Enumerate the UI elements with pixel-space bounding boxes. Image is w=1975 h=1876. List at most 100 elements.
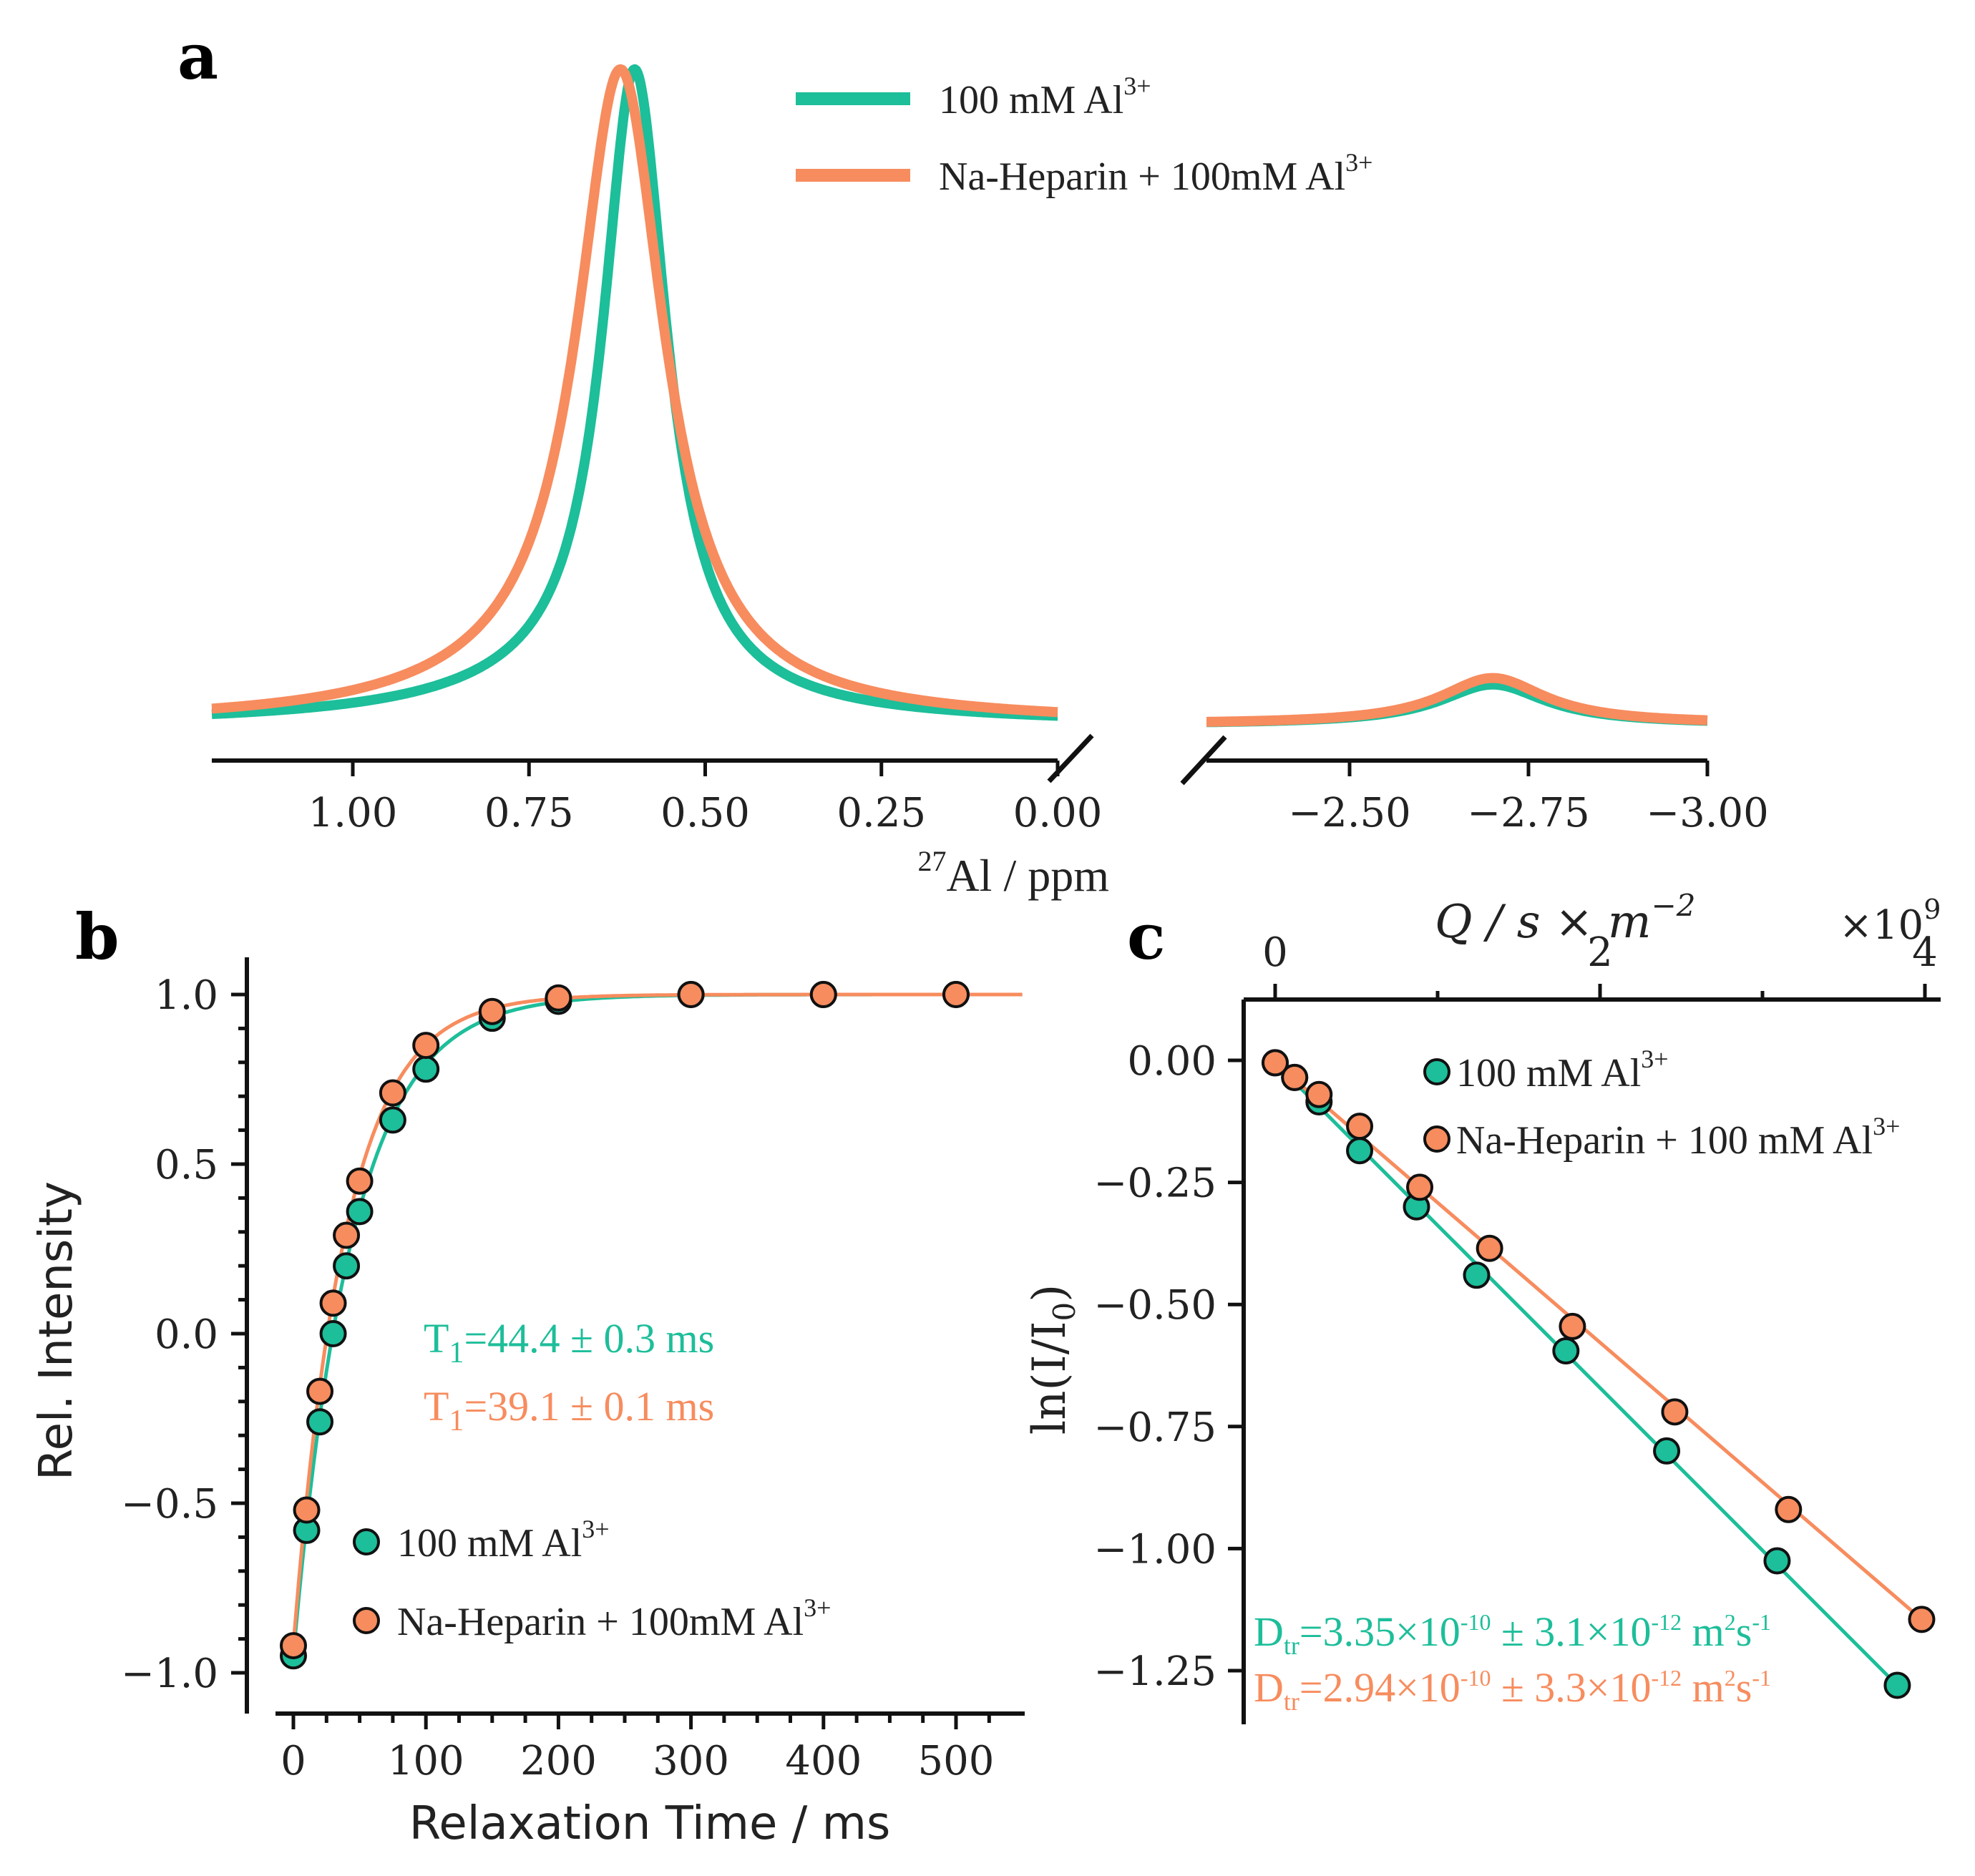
data-point xyxy=(346,1167,374,1195)
x-tick-label: 300 xyxy=(653,1738,729,1784)
panel-b-data-points xyxy=(280,981,970,1670)
legend-label-1: 100 mM Al3+ xyxy=(939,72,1151,122)
data-point xyxy=(1476,1234,1503,1262)
data-point xyxy=(1661,1398,1689,1426)
data-point xyxy=(1305,1080,1333,1108)
data-point xyxy=(379,1079,406,1107)
panel-b-fit-curves xyxy=(291,992,1023,1656)
data-point xyxy=(545,984,572,1012)
x-tick-label: 4 xyxy=(1912,929,1938,976)
y-tick-label: −0.50 xyxy=(1093,1282,1216,1329)
panel-a-letter: a xyxy=(177,19,218,94)
panel-b-y-label: Rel. Intensity xyxy=(30,1181,83,1480)
x-tick-label: 0.00 xyxy=(1013,790,1103,836)
data-point xyxy=(293,1496,321,1524)
data-point xyxy=(306,1408,334,1436)
x-tick-label: 0 xyxy=(1262,929,1288,976)
data-point xyxy=(809,981,837,1008)
x-tick-label: −3.00 xyxy=(1646,790,1769,836)
panel-a-legend: 100 mM Al3+ Na-Heparin + 100mM Al3+ xyxy=(796,72,1372,199)
data-point xyxy=(412,1055,440,1083)
data-point xyxy=(1406,1173,1434,1201)
y-tick-label: −0.75 xyxy=(1093,1404,1216,1451)
y-tick-label: −1.0 xyxy=(121,1651,218,1697)
panel-c-ticks: 0 2 4 0.00 −0.25 −0.50 −0.75 −1.00 −1.25 xyxy=(1093,929,1937,1695)
fit-curve xyxy=(291,992,1023,1646)
y-tick-label: 0.00 xyxy=(1127,1038,1216,1085)
panel-a-x-ticks: 1.00 0.75 0.50 0.25 0.00 −2.50 −2.75 −3.00 xyxy=(308,761,1769,836)
x-tick-label: 1.00 xyxy=(308,790,398,836)
data-point xyxy=(1346,1113,1374,1140)
x-tick-label: −2.50 xyxy=(1288,790,1411,836)
data-point xyxy=(942,981,970,1008)
data-point xyxy=(412,1032,440,1060)
y-tick-label: −1.25 xyxy=(1093,1648,1216,1695)
x-tick-label: 0.75 xyxy=(484,790,574,836)
y-tick-label: −0.25 xyxy=(1093,1161,1216,1207)
panel-b-letter: b xyxy=(75,899,120,974)
data-point xyxy=(319,1289,347,1317)
legend-marker-teal xyxy=(1423,1058,1450,1085)
legend-label-2: Na-Heparin + 100mM Al3+ xyxy=(939,148,1372,199)
data-point xyxy=(379,1106,406,1134)
data-point xyxy=(333,1221,361,1249)
x-tick-label: 500 xyxy=(918,1738,995,1784)
y-tick-label: −0.5 xyxy=(121,1481,218,1528)
panel-a-x-label: 27Al / ppm xyxy=(917,845,1109,901)
t1-annotation-orange: T1=39.1 ± 0.1 ms xyxy=(424,1383,714,1437)
panel-a: a 100 mM Al3+ Na-Heparin + 100mM Al3+ 1.… xyxy=(177,19,1769,901)
panel-c-x-label: Q / s × m−2 xyxy=(1435,888,1695,949)
y-tick-label: 0.0 xyxy=(155,1311,218,1358)
x-tick-label: 0 xyxy=(281,1738,306,1784)
legend-label-2: Na-Heparin + 100 mM Al3+ xyxy=(1456,1112,1900,1163)
data-point xyxy=(1908,1606,1936,1633)
x-tick-label: 0.25 xyxy=(837,790,926,836)
d-annotation-orange: Dtr=2.94×10-10 ± 3.3×10-12 m2s-1 xyxy=(1254,1664,1771,1716)
panel-c: c 0 2 4 0.00 −0.25 −0.50 −0.75 −1.00 −1.25 Q / s… xyxy=(1023,888,1941,1724)
spectrum-line-left xyxy=(208,64,1061,721)
data-point xyxy=(319,1320,347,1347)
data-point xyxy=(1281,1063,1309,1091)
legend-marker-orange xyxy=(353,1607,380,1634)
data-point xyxy=(1463,1261,1491,1289)
y-tick-label: 1.0 xyxy=(155,972,218,1019)
x-tick-label: 100 xyxy=(388,1738,464,1784)
axis-break-mark-right xyxy=(1180,735,1227,786)
panel-c-y-label: ln(I/I0) xyxy=(1023,1284,1082,1435)
t1-annotation-teal: T1=44.4 ± 0.3 ms xyxy=(424,1315,714,1369)
y-tick-label: 0.5 xyxy=(155,1142,218,1188)
spectrum-line-right xyxy=(1203,673,1711,727)
panel-c-x-multiplier: ×109 xyxy=(1839,894,1941,949)
panel-b: b 0 100 200 300 400 500 −1.0 −0.5 0.0 0.5 1.0 Rel.… xyxy=(30,899,1025,1850)
x-tick-label: 2 xyxy=(1587,929,1613,976)
panel-a-spectra xyxy=(208,64,1711,728)
panel-b-ticks: 0 100 200 300 400 500 −1.0 −0.5 0.0 0.5 1.0 xyxy=(121,972,994,1784)
panel-c-fit-lines xyxy=(1274,1061,1923,1687)
panel-c-letter: c xyxy=(1127,899,1166,974)
x-tick-label: −2.75 xyxy=(1467,790,1590,836)
d-annotation-teal: Dtr=3.35×10-10 ± 3.1×10-12 m2s-1 xyxy=(1254,1608,1771,1660)
data-point xyxy=(333,1252,361,1280)
x-tick-label: 400 xyxy=(785,1738,862,1784)
panel-c-data-points xyxy=(1262,1049,1936,1699)
data-point xyxy=(1763,1547,1791,1575)
x-tick-label: 200 xyxy=(520,1738,597,1784)
legend-label-1: 100 mM Al3+ xyxy=(1456,1045,1669,1095)
data-point xyxy=(1775,1495,1803,1523)
data-point xyxy=(346,1198,374,1226)
panel-b-legend: 100 mM Al3+ Na-Heparin + 100mM Al3+ xyxy=(353,1515,831,1644)
spectrum-line-left xyxy=(208,64,1061,718)
fit-line xyxy=(1274,1061,1923,1621)
panel-b-x-label: Relaxation Time / ms xyxy=(409,1797,891,1850)
data-point xyxy=(677,981,705,1008)
data-point xyxy=(280,1632,307,1660)
x-tick-label: 0.50 xyxy=(660,790,750,836)
legend-label-1: 100 mM Al3+ xyxy=(397,1515,610,1565)
data-point xyxy=(1262,1049,1289,1077)
data-point xyxy=(1346,1137,1374,1165)
y-tick-label: −1.00 xyxy=(1093,1526,1216,1573)
data-point xyxy=(306,1377,334,1405)
panel-c-legend: 100 mM Al3+ Na-Heparin + 100 mM Al3+ xyxy=(1423,1045,1900,1163)
legend-marker-teal xyxy=(353,1528,380,1555)
